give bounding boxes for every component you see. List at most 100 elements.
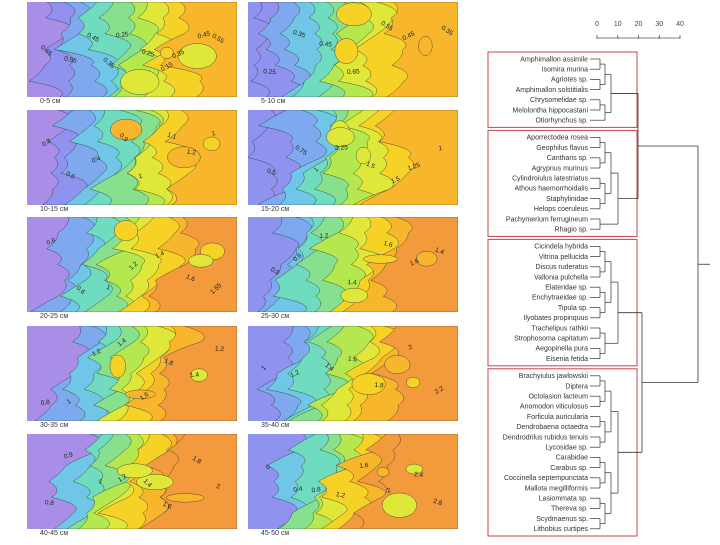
contour-hotspot — [336, 2, 372, 27]
contour-map-panel: 0.8 0.9 1 1.2 1.4 1.6 1.8 2 — [27, 434, 237, 529]
contour-band — [353, 434, 458, 529]
taxon-label: Enchytraeidae sp. — [532, 295, 588, 302]
contour-label: 0.35 — [292, 29, 307, 40]
contour-label: 1.4 — [347, 279, 357, 287]
taxon-label: Scydmaenus sp. — [536, 516, 588, 523]
taxon-label: Staphylinidae — [546, 196, 588, 203]
contour-label: 1.4 — [324, 362, 336, 373]
contour-label: 1.2 — [289, 369, 300, 379]
taxon-label: Isomira murina — [542, 67, 588, 74]
contour-hotspot — [167, 146, 201, 169]
contour-hotspot — [202, 136, 221, 151]
contour-hotspot — [355, 146, 371, 165]
cluster-box — [487, 51, 638, 128]
contour-label: 0.8 — [269, 266, 281, 277]
contour-map-panel: 1 1.2 1.4 1.6 1.8 2 2.2 — [248, 326, 458, 421]
contour-label: 1.25 — [335, 145, 348, 152]
contour-hotspot — [384, 355, 411, 374]
contour-hotspot — [334, 38, 359, 64]
contour-hotspot — [326, 127, 355, 147]
contour-label: 1.4 — [434, 247, 445, 257]
contour-hotspot — [190, 368, 208, 382]
dendrogram-svg: 0 10 20 30 40 Amphimallon assimile Isomira mur… — [487, 21, 710, 537]
taxon-label: Amphimallon assimile — [520, 56, 588, 63]
contour-label: 1.2 — [128, 260, 140, 272]
scale-tick-label: 40 — [676, 21, 684, 28]
contour-label: 1 — [66, 398, 73, 406]
contour-label: 2.8 — [432, 498, 443, 508]
contour-label: 0.8 — [311, 486, 321, 494]
contour-label: 2 — [386, 487, 392, 495]
contour-hotspot — [376, 466, 390, 477]
contour-label: 1.1 — [166, 131, 177, 141]
contour-label: 0.8 — [41, 137, 53, 148]
contour-map: 0.8 0.9 1 1.2 1.4 1.6 1.8 2 — [27, 434, 237, 529]
contour-hotspot — [136, 474, 174, 490]
contour-label: 2.2 — [434, 385, 446, 396]
contour-hotspot — [340, 287, 368, 303]
scale-tick-label: 0 — [595, 21, 599, 28]
taxon-label: Mallota megilliformis — [525, 485, 589, 492]
contour-hotspot — [109, 354, 126, 378]
taxon-label: Diptera — [565, 383, 588, 390]
taxon-label: Octolasion lacteum — [528, 394, 588, 401]
contour-hotspot — [177, 43, 217, 69]
contour-hotspot — [406, 376, 421, 389]
contour-label: 0.5 — [266, 168, 277, 177]
taxon-label: Aporrectodea rosea — [527, 135, 589, 142]
taxon-label: Cylindroiulus latestriatus — [512, 176, 588, 183]
depth-label: 45-50 см — [261, 530, 290, 537]
contour-label: 0.4 — [293, 485, 303, 493]
taxon-label: Cicindela hybrida — [534, 244, 588, 251]
contour-label: 2 — [408, 344, 414, 352]
contour-map-panel: 0.5 0.75 1 1.25 1.5 1.5 1.25 1 — [248, 110, 458, 205]
contour-map: 1 1.2 1.4 1.6 1.8 2 2.2 — [248, 326, 458, 421]
contour-hotspot — [363, 254, 398, 264]
contour-hotspot — [188, 254, 214, 268]
contour-label: 1.4 — [142, 478, 154, 490]
contour-map: 0.8 0.6 1.2 1.4 1.6 1.6 1.4 — [248, 217, 458, 312]
contour-label: 2 — [216, 483, 222, 491]
taxon-label: Dendrobaena octaedra — [516, 424, 588, 431]
depth-label: 10-15 см — [40, 206, 69, 213]
taxon-label: Eisenia fetida — [546, 356, 588, 363]
contour-map-panel: 0.65 0.55 0.45 0.35 0.25 0.25 0.15 0.35 0.45 0.55 — [27, 2, 237, 97]
contour-label: 1 — [105, 284, 111, 292]
contour-label: 1.4 — [116, 337, 128, 348]
depth-label: 15-20 см — [261, 206, 290, 213]
taxon-label: Amphimallon solstitialis — [516, 87, 589, 94]
taxon-label: Elateridae sp. — [545, 285, 588, 292]
contour-map: 0.250.350.450.650.550.45 0.35 — [248, 2, 458, 97]
contour-label: 1.4 — [190, 371, 200, 379]
contour-label: 1 — [313, 166, 321, 174]
contour-label: 0.45 — [197, 30, 211, 40]
contour-label: 0.25 — [263, 68, 276, 76]
depth-label: 35-40 см — [261, 422, 290, 429]
taxon-label: Coccinella septempunctata — [504, 475, 588, 482]
scale-tick-label: 30 — [655, 21, 663, 28]
taxon-label: Vitrina pellucida — [539, 254, 588, 261]
taxon-label: Anomodon viticulosus — [520, 404, 589, 411]
contour-label: 0.35 — [171, 49, 186, 61]
contour-map-panel: 0.8 0.6 1.2 1.4 1.6 1.6 1.4 — [248, 217, 458, 312]
taxon-label: Discus ruderatus — [535, 264, 588, 271]
taxon-label: Ilyobates propinquus — [523, 315, 588, 322]
taxon-label: Strophosoma capitatum — [514, 336, 588, 343]
contour-label: 1.5 — [390, 175, 401, 185]
contour-hotspot — [159, 46, 174, 59]
contour-label: 0.8 — [40, 399, 50, 407]
contour-hotspot — [125, 389, 156, 399]
contour-label: 2.4 — [414, 471, 424, 479]
contour-label: 1.6 — [359, 462, 369, 470]
contour-label: 1.8 — [374, 382, 384, 390]
contour-hotspot — [382, 492, 417, 518]
contour-hotspot — [351, 373, 386, 395]
contour-label: 1 — [138, 173, 144, 181]
taxon-label: Thereva sp. — [551, 506, 588, 513]
taxon-label: Vallonia pulchella — [534, 274, 588, 281]
taxon-label: Trachelipus rathkii — [531, 325, 588, 332]
contour-label: 1.2 — [117, 473, 129, 484]
taxon-label: Lasiommata sp. — [539, 496, 588, 503]
contour-label: 0.8 — [44, 499, 54, 507]
cluster-box — [487, 238, 638, 367]
